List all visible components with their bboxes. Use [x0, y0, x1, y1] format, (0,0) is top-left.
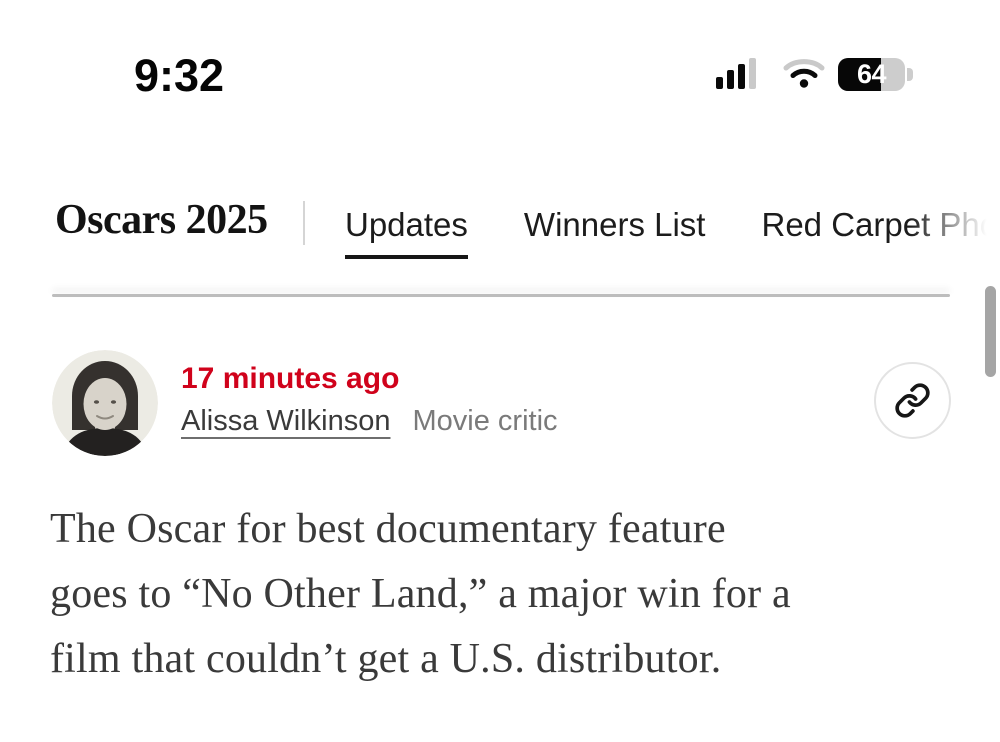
post-body-text: The Oscar for best documentary feature g… [50, 506, 791, 682]
scrollbar-thumb[interactable] [985, 286, 996, 377]
battery-percent: 64 [856, 59, 887, 89]
link-icon [894, 382, 931, 419]
status-bar-time: 9:32 [134, 50, 225, 101]
tab-updates[interactable]: Updates [345, 206, 468, 259]
battery-fill [838, 58, 881, 91]
avatar [52, 350, 158, 456]
nav-vertical-divider [303, 201, 305, 245]
cellular-signal-icon [716, 58, 760, 89]
copy-link-button[interactable] [874, 362, 951, 439]
battery-icon: 64 [838, 58, 913, 91]
signal-bar [716, 77, 723, 89]
header-divider [52, 294, 950, 297]
tab-winners-list[interactable]: Winners List [523, 206, 706, 243]
tab-red-carpet-photos[interactable]: Red Carpet Photos [761, 206, 1000, 243]
wifi-icon [782, 57, 826, 94]
signal-bar [749, 58, 756, 89]
page-title: Oscars 2025 [55, 197, 268, 243]
tab-bar: Updates Winners List Red Carpet Photos [345, 206, 1000, 259]
author-name-link[interactable]: Alissa Wilkinson [181, 405, 391, 437]
signal-bar [738, 64, 745, 89]
battery-nub [907, 68, 913, 81]
author-role: Movie critic [412, 405, 558, 437]
post-timestamp: 17 minutes ago [181, 362, 400, 395]
signal-bar [727, 70, 734, 89]
byline: Alissa Wilkinson Movie critic [181, 405, 558, 438]
